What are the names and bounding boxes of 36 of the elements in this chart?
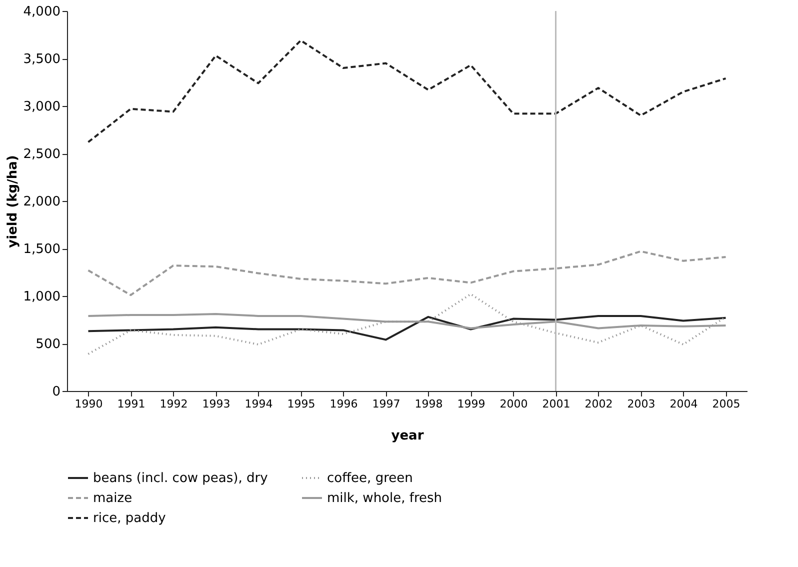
line-series — [87, 314, 727, 341]
legend-label: maize — [93, 491, 132, 506]
x-tick-label: 1994 — [244, 398, 273, 410]
y-tick-label: 2,000 — [23, 194, 60, 210]
x-tick-label: 1997 — [372, 398, 400, 410]
x-tick-label: 2001 — [542, 398, 570, 410]
x-tick-label: 2003 — [627, 398, 656, 410]
x-tick-label: 1991 — [117, 398, 146, 410]
y-tick-label: 3,500 — [23, 52, 60, 67]
line-series — [87, 39, 727, 144]
x-tick-label: 2004 — [670, 398, 698, 410]
x-tick-label: 1996 — [330, 398, 358, 410]
line-series — [87, 293, 727, 355]
y-tick-label: 2,500 — [23, 147, 60, 162]
legend-label: beans (incl. cow peas), dry — [93, 471, 268, 486]
legend-label: milk, whole, fresh — [327, 491, 442, 506]
y-axis-title: yield (kg/ha) — [5, 155, 20, 248]
y-tick-label: 0 — [52, 384, 60, 400]
y-tick-label: 4,000 — [23, 4, 60, 20]
x-tick-label: 1990 — [74, 398, 103, 410]
x-axis-title: year — [391, 428, 424, 444]
x-tick-label: 1998 — [414, 398, 443, 410]
x-tick-label: 1999 — [457, 398, 486, 410]
x-tick-label: 2005 — [712, 398, 740, 410]
legend-label: coffee, green — [327, 471, 413, 486]
x-tick-label: 2002 — [584, 398, 613, 410]
y-tick-label: 1,500 — [23, 242, 60, 257]
x-tick-label: 1995 — [287, 398, 316, 410]
x-tick-label: 2000 — [500, 398, 528, 410]
y-tick-label: 3,000 — [23, 100, 60, 114]
x-tick-label: 1993 — [202, 398, 230, 410]
legend-label: rice, paddy — [93, 511, 166, 526]
line-series — [87, 250, 727, 296]
y-tick-label: 500 — [36, 337, 60, 352]
y-tick-label: 1,000 — [23, 290, 60, 304]
x-tick-label: 1992 — [160, 398, 188, 410]
